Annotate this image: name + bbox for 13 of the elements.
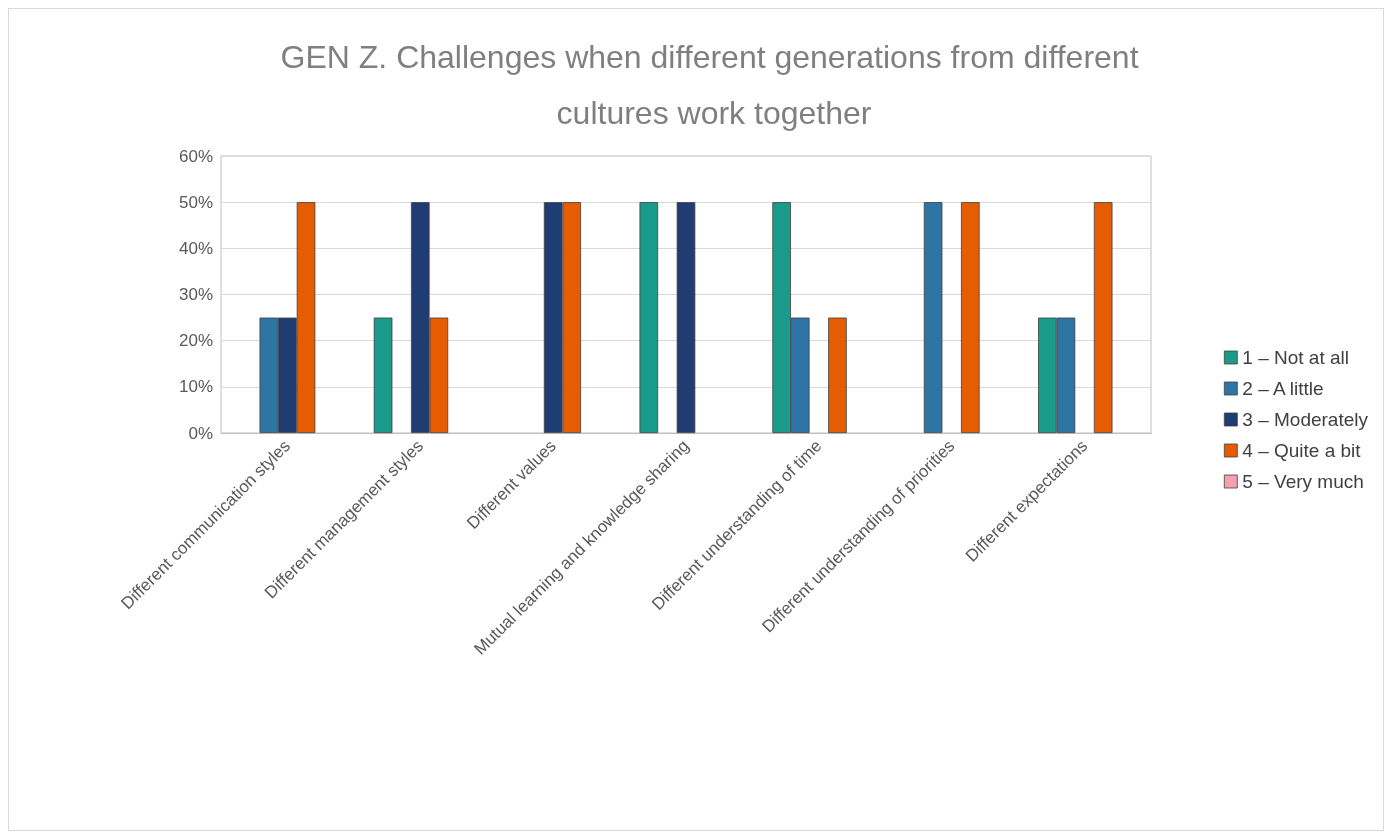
legend-label: 2 – A little	[1242, 378, 1324, 399]
y-tick-label: 50%	[178, 192, 213, 212]
chart-title: GEN Z. Challenges when different generations from different cultures work together	[280, 39, 1148, 131]
legend-label: 5 – Very much	[1242, 471, 1364, 492]
legend-label: 3 – Moderately	[1242, 409, 1369, 430]
y-tick-label: 20%	[178, 331, 213, 351]
y-tick-label: 60%	[178, 146, 213, 166]
legend-label: 1 – Not at all	[1242, 347, 1349, 368]
legend-label: 4 – Quite a bit	[1242, 440, 1362, 461]
y-tick-label: 30%	[178, 285, 213, 304]
y-tick-label: 0%	[188, 423, 213, 443]
y-tick-label: 40%	[178, 238, 213, 258]
y-tick-label: 10%	[178, 377, 213, 397]
